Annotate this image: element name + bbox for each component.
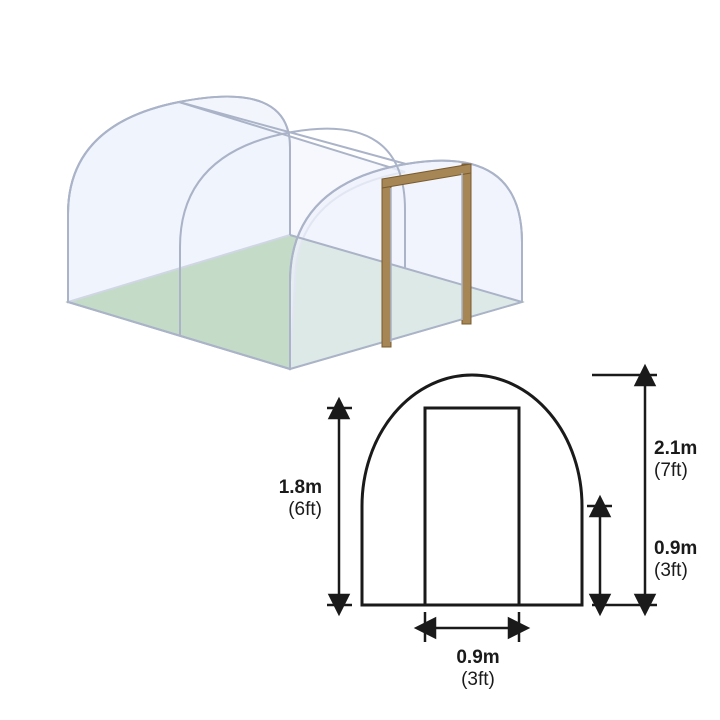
- label-wall-height: 0.9m (3ft): [654, 538, 714, 582]
- label-door-height: 1.8m (6ft): [252, 477, 322, 521]
- polytunnel-3d: [30, 42, 530, 372]
- label-door-width: 0.9m (3ft): [438, 647, 518, 691]
- label-full-height: 2.1m (7ft): [654, 438, 714, 482]
- dim-door-width: [425, 612, 519, 642]
- dim-door-height: [327, 408, 352, 605]
- profile-outline: [362, 375, 582, 605]
- diagram-canvas: 1.8m (6ft) 2.1m (7ft) 0.9m (3ft) 0.9m (3…: [0, 0, 720, 720]
- dim-wall-height: [587, 506, 612, 605]
- dim-full-height: [592, 375, 657, 605]
